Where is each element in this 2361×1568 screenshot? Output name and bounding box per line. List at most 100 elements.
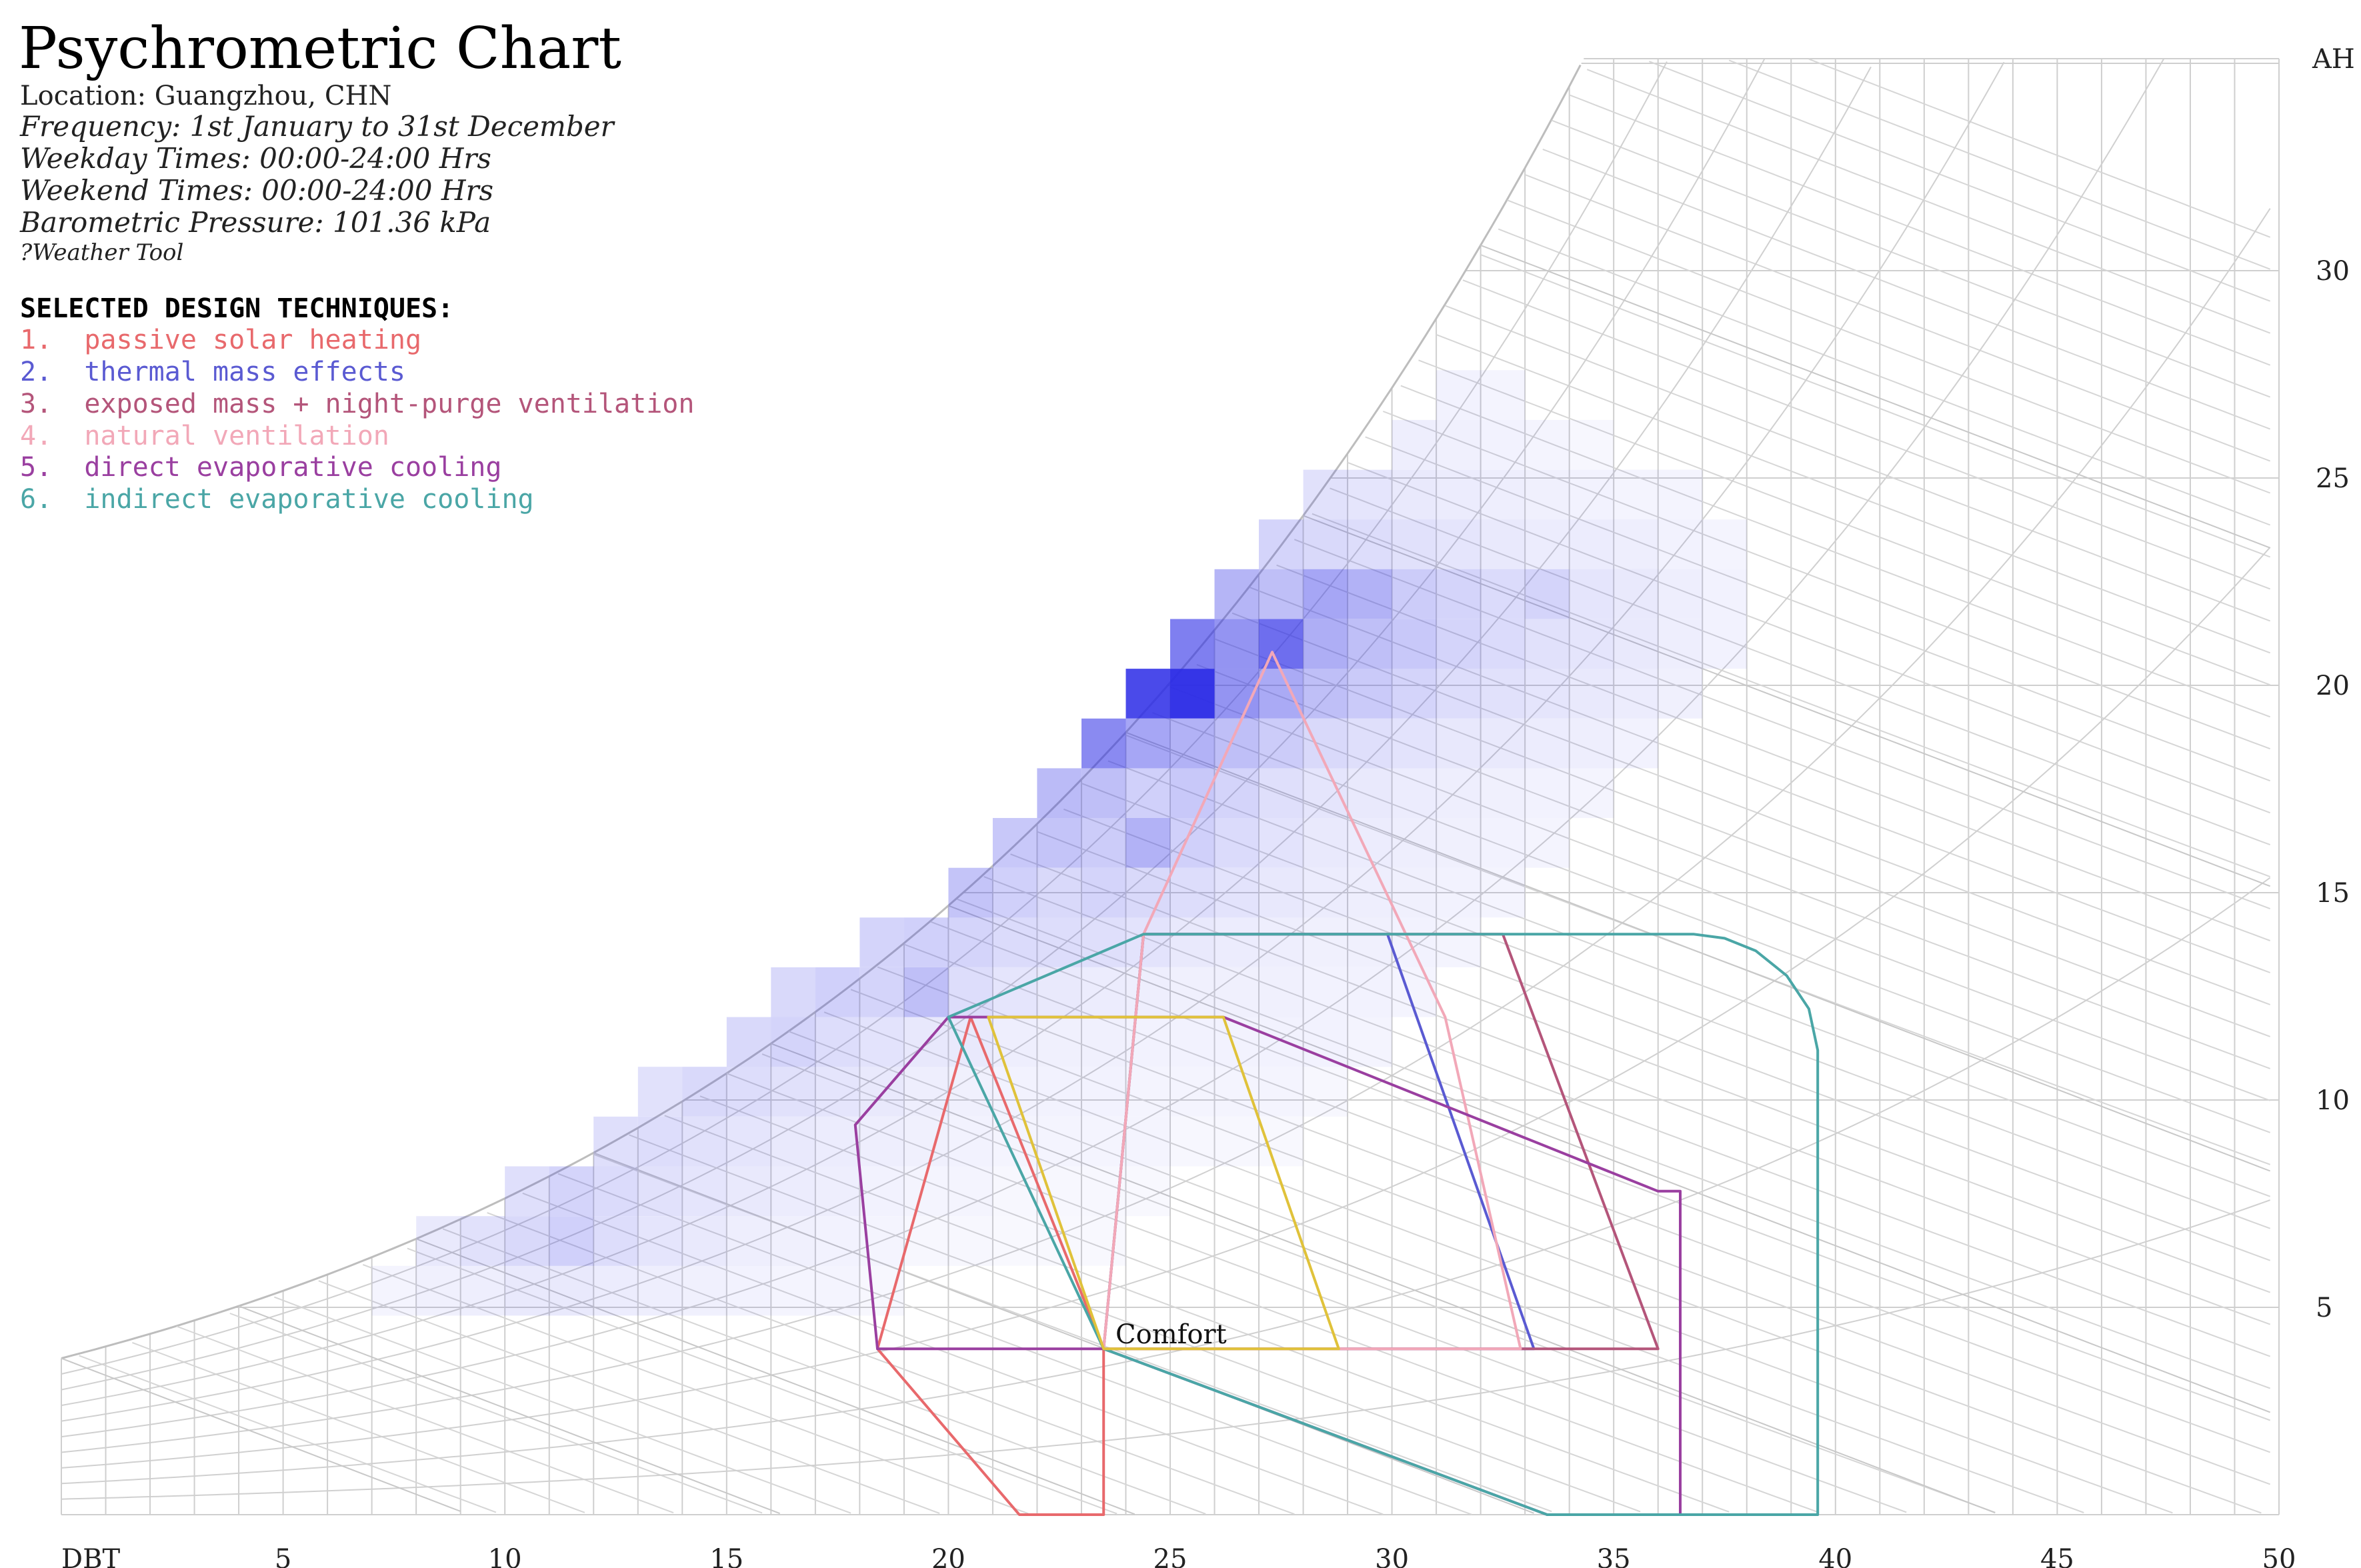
chart-title: Psychrometric Chart (19, 15, 621, 82)
frequency-cell (1170, 1067, 1215, 1117)
frequency-cell (1037, 917, 1081, 967)
chart-grid (61, 58, 2280, 1515)
legend-item-indirect-evaporative: 6. indirect evaporative cooling (20, 484, 534, 515)
wet-bulb-line (770, 1043, 1996, 1514)
enthalpy-line (1808, 58, 2271, 238)
frequency-cell (1436, 867, 1481, 918)
frequency-cell (948, 1017, 993, 1067)
frequency-cell (1081, 917, 1126, 967)
frequency-cell (903, 917, 949, 967)
frequency-cell (549, 1265, 594, 1316)
frequency-cell (771, 1017, 815, 1067)
frequency-cell (1125, 718, 1170, 769)
frequency-cell (1125, 768, 1170, 818)
frequency-cell (1170, 619, 1215, 669)
frequency-cell (948, 867, 993, 918)
frequency-cell (859, 917, 904, 967)
rh-curve (61, 61, 2005, 1422)
frequency-cell (1392, 718, 1437, 769)
frequency-cell (1125, 818, 1170, 868)
legend-heading: SELECTED DESIGN TECHNIQUES: (20, 293, 453, 324)
frequency-cell (1081, 768, 1126, 818)
y-tick-label: 25 (2316, 463, 2350, 494)
frequency-cell (815, 1017, 860, 1067)
enthalpy-line (229, 1313, 763, 1514)
frequency-cell (859, 1017, 904, 1067)
frequency-cell (1392, 768, 1437, 818)
frequency-cell (1569, 469, 1614, 520)
frequency-cell (771, 1166, 815, 1217)
enthalpy-line (903, 943, 2271, 1453)
frequency-cell (815, 1265, 860, 1316)
frequency-cell (1303, 1067, 1348, 1117)
frequency-cell (1214, 569, 1259, 619)
y-tick-label: 5 (2316, 1293, 2332, 1323)
frequency-cell (726, 1166, 771, 1217)
y-tick-label: 15 (2316, 878, 2350, 909)
frequency-cell (948, 1166, 993, 1217)
legend-item-direct-evaporative: 5. direct evaporative cooling (20, 452, 501, 483)
wet-bulb-line (1125, 731, 2271, 1172)
enthalpy-line (983, 876, 2271, 1357)
source-text: ?Weather Tool (20, 239, 183, 266)
frequency-cell (1525, 818, 1570, 868)
frequency-cell (992, 818, 1037, 868)
frequency-cell (1259, 1067, 1304, 1117)
frequency-cell (1569, 569, 1614, 619)
frequency-cell (1259, 569, 1304, 619)
frequency-cell (1037, 768, 1081, 818)
frequency-cell (1037, 967, 1081, 1017)
x-tick-label: 30 (1375, 1544, 1409, 1568)
frequency-cell (1037, 1017, 1081, 1067)
frequency-cell (1303, 867, 1348, 918)
frequency-cell (1348, 469, 1392, 520)
frequency-cell (637, 1265, 683, 1316)
frequency-cell (682, 1067, 727, 1117)
enthalpy-line (442, 1228, 1206, 1515)
frequency-cell (1436, 917, 1481, 967)
enthalpy-line (1400, 385, 2271, 718)
frequency-cell (682, 1216, 727, 1266)
frequency-cell (1303, 519, 1348, 569)
frequency-cell (1480, 619, 1526, 669)
frequency-cell (1392, 419, 1437, 470)
frequency-cell (1702, 569, 1747, 619)
weekday-text: Weekday Times: 00:00-24:00 Hrs (20, 142, 491, 175)
frequency-cell (1170, 867, 1215, 918)
frequency-cell (726, 1116, 771, 1167)
frequency-cell (1658, 569, 1703, 619)
enthalpy-line (761, 1053, 1996, 1513)
frequency-cell (1214, 768, 1259, 818)
frequency-cell (1081, 967, 1126, 1017)
enthalpy-line (1524, 174, 2271, 462)
wet-bulb-line (1480, 244, 2271, 549)
frequency-cell (1480, 669, 1526, 719)
rh-curve (61, 66, 1872, 1407)
frequency-cell (1081, 1067, 1126, 1117)
frequency-cell (1436, 370, 1481, 420)
frequency-cell (1480, 469, 1526, 520)
frequency-cell (416, 1216, 461, 1266)
frequency-cell (815, 1116, 860, 1167)
frequency-cell (1081, 1216, 1126, 1266)
enthalpy-line (176, 1325, 674, 1514)
wet-bulb-line (415, 1238, 1135, 1515)
frequency-cell (1348, 519, 1392, 569)
frequency-cell (1525, 519, 1570, 569)
frequency-cell (1214, 967, 1259, 1017)
frequency-cell (1569, 419, 1614, 470)
frequency-cell (637, 1216, 683, 1266)
frequency-cell (416, 1265, 461, 1316)
frequency-cell (1125, 1116, 1170, 1167)
enthalpy-line (1445, 305, 2271, 622)
frequency-cell (1614, 469, 1658, 520)
frequency-cell (1702, 619, 1747, 669)
frequency-cell (593, 1216, 638, 1266)
frequency-cell (1436, 718, 1481, 769)
enthalpy-line (1250, 587, 2271, 973)
frequency-cell (1348, 1017, 1392, 1067)
frequency-cell (859, 967, 904, 1017)
enthalpy-line (522, 1192, 1384, 1515)
frequency-cell (1037, 1067, 1081, 1117)
enthalpy-line (1152, 712, 2271, 1133)
